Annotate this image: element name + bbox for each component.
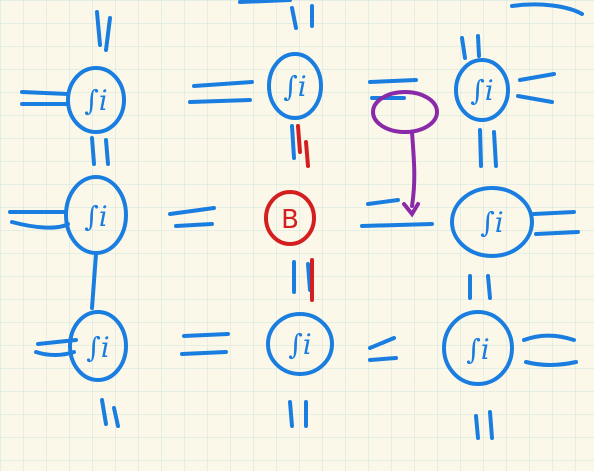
purple-trace [371,90,439,218]
edge-row1-left [20,90,70,96]
purple-stem [410,130,417,208]
edge-col1-r12 [90,136,96,166]
edge-bottom-right [474,414,480,440]
edge-top-right-arc [510,2,584,16]
edge-top-arc [238,0,292,4]
edge-top-right [460,36,467,60]
label-n22: ∫i [466,333,490,366]
label-n12: ∫i [480,206,504,239]
edge-col1-r23 [90,252,98,310]
edge-row1-right [518,72,556,82]
edge-row3-right [522,333,576,342]
label-n10: ∫i [84,200,108,233]
node-n02 [454,58,510,122]
label-n00: ∫i [84,84,108,117]
tensor-nodes [64,52,534,386]
edge-row2-b [366,198,400,206]
edge-col3-r12 [478,128,483,168]
edge-row2-right [532,210,576,216]
node-n22 [442,310,514,386]
edge-top-middle [290,6,298,30]
label-n21: ∫i [288,328,312,361]
node-n10 [64,175,128,255]
label-n01: ∫i [283,70,307,103]
label-n02: ∫i [470,74,494,107]
label-center-b: B [281,205,299,235]
edge-row1-b [368,78,418,84]
edge-row2-a [168,206,216,216]
edge-row3-a [182,332,230,338]
node-n00 [66,66,126,134]
center-group [264,124,316,302]
edge-row1-a [192,80,254,88]
edge-row3-b [368,336,396,350]
edge-bottom-middle [288,400,294,428]
label-n20: ∫i [86,331,110,364]
node-center-b [264,190,316,246]
node-n21 [266,312,334,376]
tensor-edges [8,0,584,440]
edge-center-up [296,124,302,154]
node-n20 [68,310,128,382]
purple-loop [371,90,439,134]
edge-top-left [95,10,102,47]
node-n12 [450,186,534,258]
node-n01 [267,52,323,120]
edge-col2-r12-blue [290,124,296,160]
edge-bottom-left [100,398,108,426]
